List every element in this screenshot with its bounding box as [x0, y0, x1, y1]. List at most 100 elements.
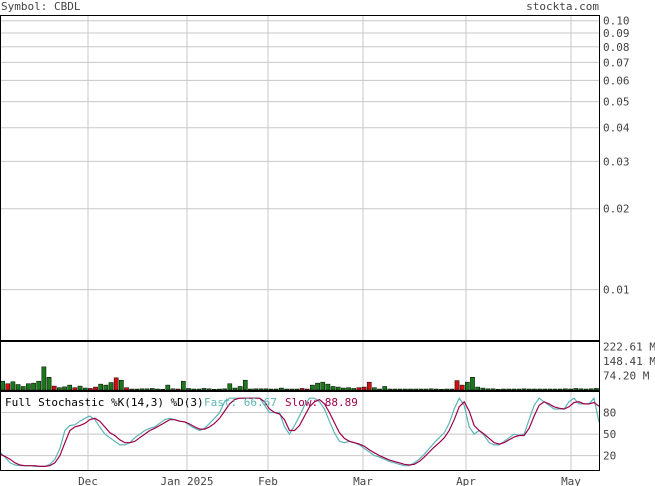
price-tick-label: 0.04 [603, 122, 630, 135]
volume-tick-label: 148.41 M [603, 355, 655, 368]
stochastic-fast-line [0, 396, 600, 467]
volume-bar [279, 387, 284, 391]
volume-bar [170, 388, 176, 391]
stochastic-tick-label: 20 [603, 450, 616, 463]
volume-bar [201, 388, 207, 391]
volume-bar [372, 387, 377, 391]
stochastic-title: Full Stochastic %K(14,3) %D(3) [5, 396, 204, 409]
price-tick-label: 0.02 [603, 203, 630, 216]
volume-bar [428, 388, 434, 391]
stochastic-slow-label: Slow: 88.89 [285, 396, 358, 409]
volume-bar [268, 388, 274, 391]
stochastic-tick-label: 80 [603, 407, 616, 420]
price-tick-label: 0.06 [603, 74, 630, 87]
volume-bar [346, 387, 351, 391]
x-axis: Dec Jan 2025 Feb Mar Apr May [78, 475, 581, 486]
volume-bar [310, 384, 315, 391]
volume-bar [155, 388, 160, 391]
volume-bar [5, 383, 11, 391]
stochastic-panel: 80 50 20 [0, 391, 616, 471]
volume-panel: 222.61 M 148.41 M74.20 M [0, 340, 655, 391]
volume-bar [10, 381, 16, 391]
volume-bar [439, 388, 444, 391]
volume-bar [392, 388, 398, 391]
volume-bar [62, 386, 67, 391]
volume-bar [15, 384, 21, 391]
volume-bar [423, 388, 429, 391]
x-tick-label: Mar [353, 475, 373, 486]
volume-bar [134, 388, 140, 391]
volume-bar [211, 388, 217, 391]
volume-bar [284, 388, 289, 391]
volume-bar [501, 388, 506, 391]
price-tick-label: 0.03 [603, 155, 630, 168]
volume-bar [31, 382, 36, 391]
price-frame [0, 15, 600, 341]
volume-bar [242, 379, 248, 391]
price-tick-label: 0.07 [603, 56, 630, 69]
volume-bar [227, 383, 233, 391]
volume-bar [480, 387, 486, 391]
volume-tick-label: 222.61 M [603, 340, 655, 353]
volume-bar [583, 388, 589, 391]
price-tick-label: 0.05 [603, 96, 630, 109]
volume-bar [191, 388, 196, 391]
volume-bar [335, 386, 341, 391]
volume-bar [180, 380, 186, 391]
volume-bar [108, 382, 114, 391]
volume-bar [366, 381, 372, 391]
volume-bar [573, 388, 579, 391]
volume-bar [139, 388, 145, 391]
volume-bar [88, 388, 93, 391]
volume-bar [485, 388, 491, 391]
x-tick-label: Jan 2025 [161, 475, 214, 486]
volume-bar [103, 384, 109, 391]
x-tick-label: Apr [456, 475, 476, 486]
volume-bar [196, 388, 202, 391]
volume-bar [232, 387, 238, 391]
stochastic-fast-label: Fast: 66.67 [204, 396, 277, 409]
volume-bar [495, 388, 501, 391]
volume-bar [175, 388, 181, 391]
volume-bar [464, 381, 470, 391]
volume-bar [532, 388, 537, 391]
volume-bar [206, 388, 212, 391]
volume-bar [20, 386, 26, 391]
volume-bar [77, 385, 83, 391]
volume-bar [46, 377, 52, 391]
volume-bar [237, 386, 243, 391]
volume-bar [36, 380, 42, 391]
stochastic-tick-label: 50 [603, 428, 616, 441]
site-label[interactable]: stockta.com [526, 0, 599, 13]
volume-bar [444, 388, 450, 391]
volume-bar [150, 388, 155, 391]
volume-bar [294, 388, 300, 391]
volume-bar [72, 387, 78, 391]
volume-bar [578, 388, 584, 391]
volume-bar [434, 388, 439, 391]
price-tick-label: 0.10 [603, 15, 630, 28]
volume-bar [113, 377, 119, 391]
volume-bar [557, 388, 563, 391]
volume-bar [511, 388, 517, 391]
volume-bar [299, 388, 305, 391]
volume-bar [341, 387, 346, 391]
volume-bar [506, 388, 511, 391]
volume-bar [57, 387, 62, 391]
volume-bar [165, 384, 171, 391]
symbol-label: Symbol: CBDL [1, 0, 81, 13]
volume-bar [51, 385, 57, 391]
volume-bar [258, 388, 264, 391]
volume-bar [361, 386, 367, 391]
volume-bar [516, 388, 522, 391]
volume-bar [160, 388, 165, 391]
volume-bar [325, 383, 331, 391]
volume-bar [217, 388, 222, 391]
volume-bar [26, 383, 31, 391]
volume-bar [397, 388, 403, 391]
volume-bar [408, 388, 413, 391]
volume-bar [552, 388, 558, 391]
volume-bar [351, 388, 357, 391]
volume-bar [222, 388, 227, 391]
